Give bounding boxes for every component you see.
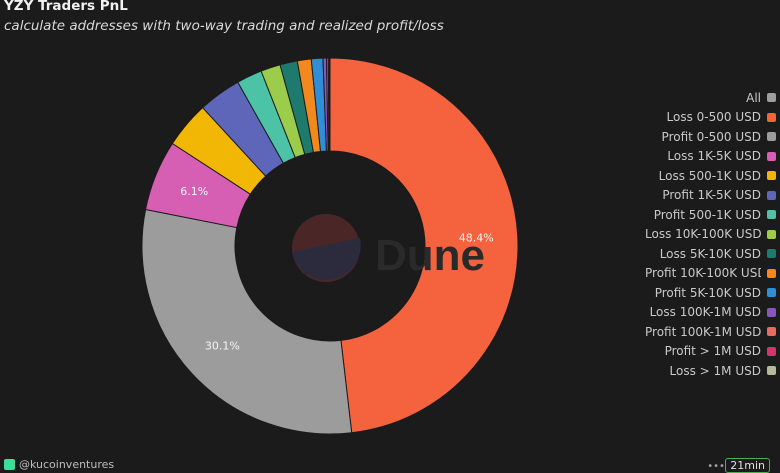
legend-swatch	[767, 327, 776, 337]
legend-swatch	[767, 151, 776, 161]
legend-item[interactable]: All	[640, 88, 776, 108]
legend-item[interactable]: Loss > 1M USD	[640, 361, 776, 381]
legend-swatch	[767, 132, 776, 142]
legend-label: Profit 500-1K USD	[653, 207, 761, 222]
legend-item[interactable]: Loss 1K-5K USD	[640, 147, 776, 167]
legend-label: Loss 1K-5K USD	[667, 149, 761, 164]
legend-label: Profit 100K-1M USD	[645, 324, 761, 339]
author-name: @kucoinventures	[19, 458, 115, 471]
legend-swatch	[767, 93, 776, 103]
author-credit[interactable]: @kucoinventures	[4, 458, 114, 471]
legend-label: Profit > 1M USD	[664, 344, 761, 359]
legend-item[interactable]: Loss 500-1K USD	[640, 166, 776, 186]
legend-item[interactable]: Profit 500-1K USD	[640, 205, 776, 225]
data-label: 48.4%	[459, 232, 494, 245]
data-label: 6.1%	[180, 185, 208, 198]
legend-swatch	[767, 288, 776, 298]
legend-label: Profit 10K-100K USD	[645, 266, 761, 281]
legend-swatch	[767, 210, 776, 220]
legend-swatch	[767, 346, 776, 356]
legend-swatch	[767, 229, 776, 239]
dots-icon: •••	[707, 460, 725, 472]
legend-item[interactable]: Loss 10K-100K USD	[640, 225, 776, 245]
legend-swatch	[767, 268, 776, 278]
legend-label: Loss 0-500 USD	[666, 110, 761, 125]
legend-swatch	[767, 171, 776, 181]
legend-item[interactable]: Profit 5K-10K USD	[640, 283, 776, 303]
dune-logo-shade	[292, 238, 361, 280]
legend-label: Loss 5K-10K USD	[659, 246, 761, 261]
data-label: 30.1%	[205, 339, 240, 352]
legend-item[interactable]: Profit 0-500 USD	[640, 127, 776, 147]
legend-swatch	[767, 366, 776, 376]
watermark-text: Dune	[375, 231, 485, 280]
legend-label: Profit 1K-5K USD	[662, 188, 761, 203]
legend-item[interactable]: Loss 0-500 USD	[640, 108, 776, 128]
legend-label: Profit 5K-10K USD	[654, 285, 761, 300]
chart-title: YZY Traders PnL	[4, 0, 128, 14]
legend-item[interactable]: Profit 1K-5K USD	[640, 186, 776, 206]
legend-label: All	[746, 90, 761, 105]
legend-label: Loss 10K-100K USD	[645, 227, 761, 242]
kucoin-icon	[4, 459, 15, 470]
legend-item[interactable]: Loss 100K-1M USD	[640, 303, 776, 323]
time-ago-badge: 21min	[725, 458, 770, 473]
legend-swatch	[767, 190, 776, 200]
refresh-status: ••• 21min	[707, 458, 770, 473]
legend-label: Profit 0-500 USD	[661, 129, 761, 144]
legend-item[interactable]: Profit > 1M USD	[640, 342, 776, 362]
legend-label: Loss 500-1K USD	[658, 168, 761, 183]
legend-item[interactable]: Loss 5K-10K USD	[640, 244, 776, 264]
slice-profit-0-500-usd[interactable]	[141, 208, 353, 435]
slice-loss-0-500-usd[interactable]	[329, 57, 519, 434]
slice-loss-1m-usd[interactable]	[328, 57, 331, 152]
legend-swatch	[767, 307, 776, 317]
legend-swatch	[767, 112, 776, 122]
legend-item[interactable]: Profit 100K-1M USD	[640, 322, 776, 342]
legend-swatch	[767, 249, 776, 259]
chart-legend: All Loss 0-500 USD Profit 0-500 USD Loss 1K…	[640, 88, 776, 381]
dune-watermark: Dune	[292, 214, 485, 282]
legend-label: Loss 100K-1M USD	[649, 305, 761, 320]
legend-item[interactable]: Profit 10K-100K USD	[640, 264, 776, 284]
legend-label: Loss > 1M USD	[669, 363, 761, 378]
chart-subtitle: calculate addresses with two-way trading…	[4, 18, 444, 34]
